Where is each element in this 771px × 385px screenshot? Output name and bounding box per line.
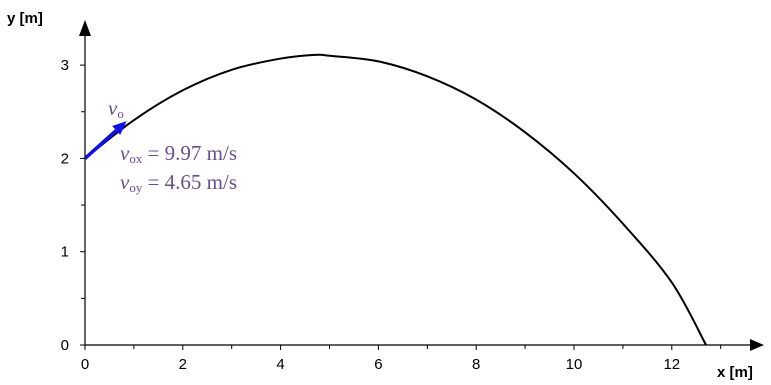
vox-symbol: v — [120, 141, 130, 165]
y-tick-label: 2 — [61, 150, 69, 167]
velocity-vector-shaft — [83, 129, 118, 160]
y-tick-label: 3 — [61, 57, 69, 74]
voy-subscript: oy — [129, 180, 143, 195]
v0-label: vo — [108, 96, 124, 121]
trajectory-line — [84, 53, 707, 346]
vox-subscript: ox — [129, 151, 143, 166]
y-axis-arrow-icon — [79, 20, 91, 36]
series-layer — [84, 53, 707, 346]
x-axis-label: x [m] — [717, 364, 753, 381]
voy-label: voy = 4.65 m/s — [120, 170, 237, 195]
vox-value: = 9.97 m/s — [142, 141, 237, 165]
y-ticks: 0 1 2 3 — [61, 57, 85, 354]
v0-subscript: o — [117, 106, 124, 121]
y-tick-label: 0 — [61, 337, 69, 354]
axes — [79, 20, 764, 351]
velocity-vector — [83, 121, 127, 160]
x-tick-label: 6 — [374, 356, 382, 373]
voy-symbol: v — [120, 170, 130, 194]
y-axis-label: y [m] — [7, 10, 43, 27]
v0-symbol: v — [108, 96, 118, 120]
x-ticks: 0 2 4 6 8 10 12 — [81, 345, 722, 373]
y-tick-label: 1 — [61, 244, 69, 261]
vox-label: vox = 9.97 m/s — [120, 141, 237, 166]
x-tick-label: 12 — [663, 356, 680, 373]
x-tick-label: 10 — [566, 356, 583, 373]
voy-value: = 4.65 m/s — [142, 170, 237, 194]
x-tick-label: 2 — [179, 356, 187, 373]
x-axis-arrow-icon — [750, 339, 764, 351]
x-tick-label: 0 — [81, 356, 89, 373]
x-tick-label: 4 — [276, 356, 284, 373]
velocity-vector-arrowhead-icon — [112, 121, 127, 135]
x-tick-label: 8 — [472, 356, 480, 373]
